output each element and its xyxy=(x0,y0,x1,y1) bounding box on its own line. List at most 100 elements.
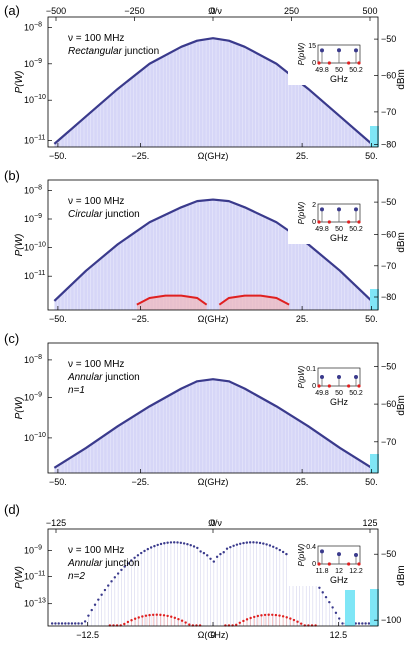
inset-y-tick: 0.4 xyxy=(306,544,316,551)
inset-x-tick: 50 xyxy=(335,226,343,233)
data-point-red xyxy=(285,616,288,619)
inset-y-label: P(pW) xyxy=(297,365,306,388)
red-lobe-0 xyxy=(136,294,208,306)
y-tick-label-right: −100 xyxy=(381,615,401,625)
data-point-red xyxy=(166,614,169,618)
data-point xyxy=(285,552,288,556)
data-point-red xyxy=(289,617,292,620)
y-axis-label-left: P(W) xyxy=(14,234,25,257)
annotation-line3: n=1 xyxy=(68,385,85,396)
data-point xyxy=(252,541,255,544)
inset-x-tick: 50.2 xyxy=(349,390,363,397)
data-point xyxy=(192,545,196,548)
inset-point xyxy=(320,48,324,53)
top-tick-label: 0 xyxy=(210,518,215,528)
inset-y-tick: 0.1 xyxy=(306,366,316,373)
data-point xyxy=(156,543,159,547)
data-point xyxy=(123,565,126,568)
x-tick-label: 50. xyxy=(365,477,378,487)
data-point-red xyxy=(292,618,296,622)
inset-red-point xyxy=(357,61,361,65)
y-tick-exponent: −11 xyxy=(34,135,45,142)
panel-c: (c)−50. −25. 25. 50.Ω(GHz)10−810−910 −10P(W)… xyxy=(4,331,407,487)
data-point xyxy=(341,622,344,625)
red-lobe-1 xyxy=(218,294,290,306)
data-point xyxy=(136,554,140,557)
y-tick-label-right: −60 xyxy=(381,71,396,81)
data-point xyxy=(354,622,357,625)
x-tick-label: −50. xyxy=(49,151,67,161)
red-lobe-fill xyxy=(219,295,290,310)
data-point xyxy=(50,622,54,625)
y-tick-label: 10 xyxy=(24,214,34,224)
x-axis-label: Ω(GHz) xyxy=(198,151,229,161)
data-point xyxy=(74,622,77,625)
spectrum-fill xyxy=(54,379,372,473)
top-tick-label: −125 xyxy=(46,518,66,528)
annotation-junction-type: Rectangular xyxy=(68,46,123,57)
series-line xyxy=(53,378,373,469)
data-point-red xyxy=(245,618,249,621)
data-point xyxy=(334,611,338,615)
data-point xyxy=(133,556,136,559)
inset-x-label: GHz xyxy=(330,397,349,407)
y-tick-exponent: −8 xyxy=(34,184,42,191)
inset-y-label: P(pW) xyxy=(297,543,306,566)
inset-y-tick: 0 xyxy=(312,383,316,390)
panel-label: (a) xyxy=(4,3,20,18)
data-point xyxy=(70,622,74,625)
y-axis-label-right: dBm xyxy=(396,395,407,416)
spectrum-fill xyxy=(54,38,372,147)
y-tick-exponent: −11 xyxy=(34,571,45,578)
inset-red-point xyxy=(357,384,361,388)
inset-background xyxy=(288,354,368,408)
inset-y-tick: 2 xyxy=(312,202,316,209)
data-point-red xyxy=(256,614,260,618)
inset-red-point xyxy=(327,384,331,388)
data-point xyxy=(225,547,229,550)
data-point xyxy=(93,603,97,606)
annotation-line2: Rectangular junction xyxy=(68,46,159,57)
data-point xyxy=(80,622,84,625)
data-point xyxy=(176,541,179,544)
data-point xyxy=(324,595,328,599)
y-tick-label-right: −70 xyxy=(381,437,396,447)
inset-x-tick: 50 xyxy=(335,390,343,397)
inset-y-label: P(pW) xyxy=(297,42,306,65)
x-tick-label: −25. xyxy=(132,477,150,487)
data-point xyxy=(321,591,324,594)
data-point xyxy=(113,576,117,579)
inset-background xyxy=(288,190,368,244)
inset-background xyxy=(288,532,368,586)
annotation-line3: n=2 xyxy=(68,571,85,582)
data-point-red xyxy=(188,623,191,626)
data-point xyxy=(245,541,249,544)
y-tick-exponent: −10 xyxy=(34,242,46,249)
inset-point xyxy=(337,375,341,379)
data-point-red xyxy=(253,615,256,619)
data-point xyxy=(209,557,212,560)
data-point xyxy=(186,542,189,546)
y-tick-label-right: −60 xyxy=(381,230,396,240)
series-line xyxy=(53,37,373,145)
x-tick-label: 50. xyxy=(365,314,378,324)
annotation-junction-word: junction xyxy=(122,46,159,57)
data-point xyxy=(163,542,166,545)
inset-x-tick: 49.8 xyxy=(315,390,329,397)
data-point xyxy=(116,572,120,575)
data-point xyxy=(232,544,235,547)
red-lobe-fill xyxy=(136,295,207,310)
data-point xyxy=(318,586,321,589)
data-point xyxy=(229,545,232,549)
y-tick-label-right: −50 xyxy=(381,549,396,559)
y-tick-label-right: −70 xyxy=(381,261,396,271)
spectrum-fill xyxy=(54,199,372,310)
annotation-line1: ν = 100 MHz xyxy=(68,545,124,556)
annotation-junction-word: junction xyxy=(102,209,139,220)
data-point xyxy=(199,550,202,553)
y-tick-label: 10 xyxy=(24,95,34,105)
annotation-line1: ν = 100 MHz xyxy=(68,33,124,44)
data-point-red xyxy=(133,617,137,620)
